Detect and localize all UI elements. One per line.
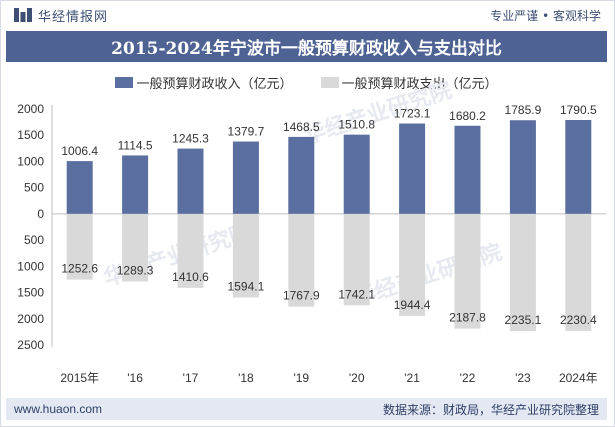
income-value-label: 1510.8 bbox=[338, 118, 375, 132]
x-tick-label: '23 bbox=[515, 371, 531, 385]
expense-value-label: 1289.3 bbox=[117, 264, 154, 278]
income-bar bbox=[288, 136, 315, 214]
legend: 一般预算财政收入（亿元） 一般预算财政支出（亿元） bbox=[0, 72, 613, 92]
income-value-label: 1790.5 bbox=[560, 103, 597, 117]
expense-bar bbox=[509, 213, 536, 332]
expense-bar bbox=[343, 213, 370, 306]
income-bar bbox=[565, 119, 592, 214]
expense-bar bbox=[66, 213, 93, 280]
expense-value-label: 2187.8 bbox=[449, 311, 486, 325]
legend-item-income: 一般预算财政收入（亿元） bbox=[115, 73, 293, 92]
y-tick-label: 1000 bbox=[17, 154, 44, 168]
income-bar bbox=[454, 125, 481, 214]
income-bar bbox=[177, 148, 204, 214]
income-value-label: 1723.1 bbox=[394, 107, 431, 121]
expense-value-label: 2230.4 bbox=[560, 313, 597, 327]
expense-bar bbox=[232, 213, 259, 298]
top-bar: 华经情报网 专业严谨 • 客观科学 bbox=[0, 0, 613, 30]
y-tick-label: 0 bbox=[37, 207, 44, 221]
income-bar bbox=[66, 161, 93, 214]
income-bar bbox=[343, 134, 370, 214]
expense-value-label: 1944.4 bbox=[394, 298, 431, 312]
expense-bar bbox=[565, 213, 592, 331]
bar-chart: 华经产业研究院华经产业研究院华经产业研究院2000150010005000500… bbox=[17, 77, 606, 385]
huajing-logo-icon bbox=[14, 8, 32, 22]
x-tick-label: '17 bbox=[183, 371, 199, 385]
y-tick-label: 500 bbox=[24, 181, 44, 195]
income-value-label: 1006.4 bbox=[61, 144, 98, 158]
y-tick-label: 2000 bbox=[17, 102, 44, 116]
expense-value-label: 1410.6 bbox=[172, 270, 209, 284]
y-tick-label: 2000 bbox=[17, 312, 44, 326]
expense-value-label: 1742.1 bbox=[338, 287, 375, 301]
expense-bar bbox=[122, 213, 149, 282]
x-tick-label: 2015年 bbox=[60, 371, 99, 385]
x-tick-label: 2024年 bbox=[559, 371, 598, 385]
legend-label-expense: 一般预算财政支出（亿元） bbox=[341, 76, 498, 92]
income-bar bbox=[232, 141, 259, 214]
expense-bar bbox=[177, 213, 204, 288]
legend-swatch-expense bbox=[320, 76, 339, 88]
income-value-label: 1785.9 bbox=[505, 103, 542, 117]
footer-source: 数据来源：财政局，华经产业研究院整理 bbox=[382, 402, 599, 417]
expense-bar bbox=[288, 213, 315, 307]
legend-label-income: 一般预算财政收入（亿元） bbox=[136, 76, 293, 92]
x-tick-label: '22 bbox=[460, 371, 476, 385]
brand: 华经情报网 bbox=[14, 6, 108, 25]
x-tick-label: '18 bbox=[238, 371, 254, 385]
y-tick-label: 500 bbox=[24, 233, 44, 247]
y-tick-label: 1500 bbox=[17, 286, 44, 300]
income-bar bbox=[122, 155, 149, 214]
x-tick-label: '19 bbox=[293, 371, 309, 385]
footer: www.huaon.com 数据来源：财政局，华经产业研究院整理 bbox=[6, 398, 607, 420]
legend-swatch-income bbox=[115, 76, 134, 88]
income-value-label: 1680.2 bbox=[449, 109, 486, 123]
brand-name: 华经情报网 bbox=[38, 9, 109, 25]
watermark-text: 华经产业研究院 bbox=[301, 77, 456, 149]
income-value-label: 1379.7 bbox=[228, 125, 265, 139]
x-tick-label: '21 bbox=[404, 371, 420, 385]
expense-value-label: 2235.1 bbox=[505, 313, 542, 327]
y-tick-label: 1500 bbox=[17, 128, 44, 142]
expense-bar bbox=[399, 213, 426, 316]
income-bar bbox=[399, 123, 426, 214]
expense-bar bbox=[454, 213, 481, 329]
x-tick-label: '20 bbox=[349, 371, 365, 385]
expense-value-label: 1594.1 bbox=[228, 279, 265, 293]
income-value-label: 1468.5 bbox=[283, 120, 320, 134]
tagline: 专业严谨 • 客观科学 bbox=[490, 8, 601, 23]
footer-url[interactable]: www.huaon.com bbox=[14, 402, 103, 416]
y-tick-label: 1000 bbox=[17, 259, 44, 273]
chart-title: 2015-2024年宁波市一般预算财政收入与支出对比 bbox=[6, 31, 607, 62]
expense-value-label: 1767.9 bbox=[283, 289, 320, 303]
income-value-label: 1245.3 bbox=[172, 132, 209, 146]
y-tick-label: 2500 bbox=[17, 338, 44, 352]
expense-value-label: 1252.6 bbox=[61, 262, 98, 276]
legend-item-expense: 一般预算财政支出（亿元） bbox=[320, 73, 498, 92]
x-tick-label: '16 bbox=[127, 371, 143, 385]
income-bar bbox=[509, 120, 536, 214]
income-value-label: 1114.5 bbox=[118, 138, 153, 152]
